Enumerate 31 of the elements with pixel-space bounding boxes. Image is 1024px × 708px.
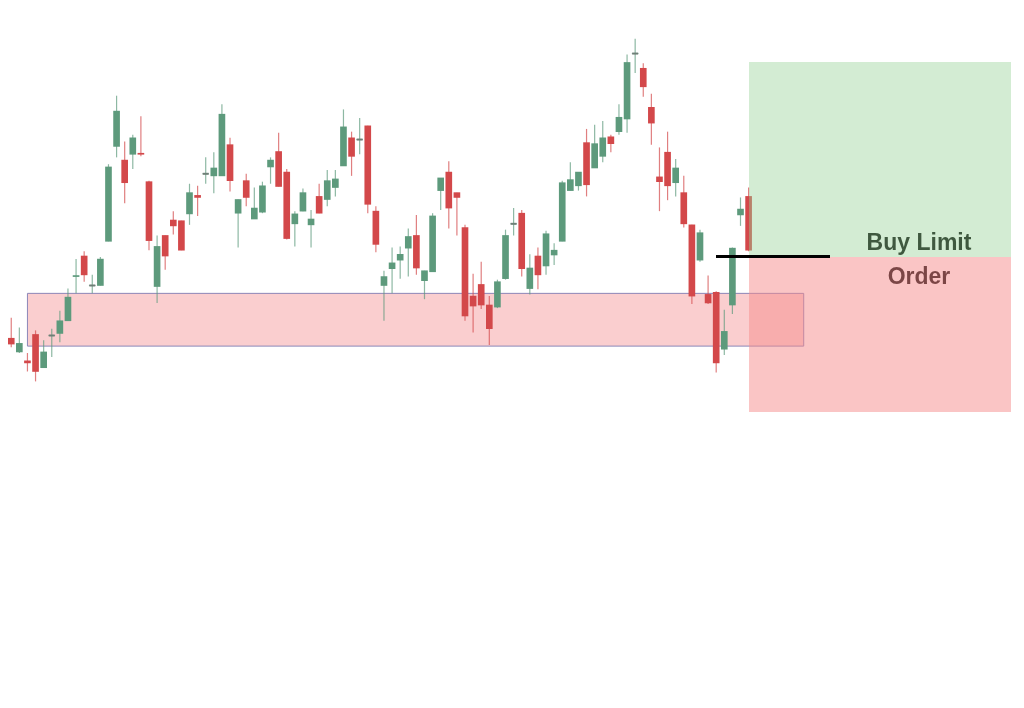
candlestick [137,115,145,157]
candlestick [194,185,201,217]
candlestick [348,131,355,177]
candlestick [720,309,728,356]
candlestick [737,196,744,227]
candlestick [396,245,404,280]
candlestick [437,177,445,211]
candlestick [121,141,129,204]
text: Buy Limit Order [866,229,972,290]
candlestick [380,270,388,322]
candlestick [210,151,218,194]
candlestick [8,317,15,348]
candlestick [267,156,274,185]
candlestick [672,158,680,198]
candlestick [242,173,250,207]
candlestick [161,234,169,271]
candlestick [648,93,655,146]
candlestick [477,261,485,310]
candlestick [315,183,323,214]
candlestick [615,103,623,136]
candlestick [40,339,47,369]
candlestick [186,183,193,226]
candlestick [639,62,647,98]
candlestick [16,327,23,354]
candlestick [56,310,64,343]
candlestick [404,228,412,278]
candlestick [234,198,242,249]
candlestick [129,134,137,170]
candlestick [526,253,534,295]
candlestick [72,258,80,294]
candlestick [453,192,461,237]
